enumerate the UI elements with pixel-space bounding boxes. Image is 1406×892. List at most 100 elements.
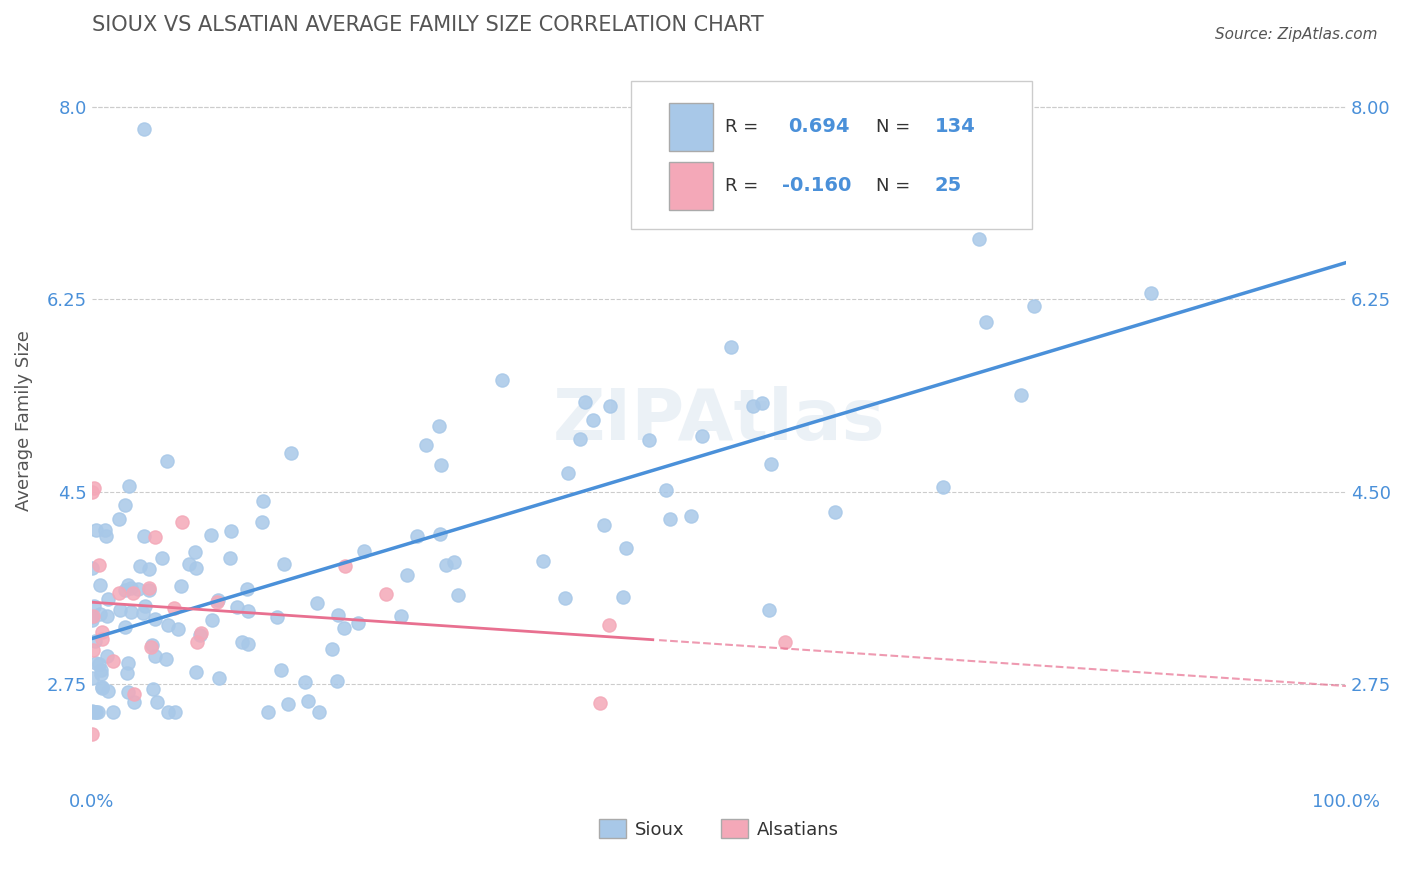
Point: [447, 588, 470, 602]
Point: [190, 626, 212, 640]
Point: [592, 517, 614, 532]
FancyBboxPatch shape: [631, 81, 1032, 228]
Point: [97, 591, 120, 606]
Point: [83, 634, 105, 648]
Bar: [669, 103, 713, 152]
Point: [143, 611, 166, 625]
Point: [84, 656, 107, 670]
Point: [637, 433, 659, 447]
Bar: [669, 162, 713, 211]
Point: [326, 673, 349, 688]
Point: [612, 591, 634, 605]
Point: [91, 681, 114, 695]
Point: [134, 599, 156, 613]
Point: [94, 523, 117, 537]
Point: [751, 396, 773, 410]
Point: [742, 399, 765, 413]
Point: [297, 694, 319, 708]
Point: [97, 683, 120, 698]
Point: [374, 587, 396, 601]
Point: [280, 446, 302, 460]
Point: [235, 582, 257, 596]
Point: [177, 557, 200, 571]
Text: Source: ZipAtlas.com: Source: ZipAtlas.com: [1215, 27, 1378, 42]
Point: [574, 394, 596, 409]
Point: [917, 185, 939, 199]
Point: [83, 599, 105, 614]
Point: [82, 642, 104, 657]
Point: [557, 466, 579, 480]
Point: [221, 524, 243, 539]
Point: [236, 603, 259, 617]
Text: R =: R =: [725, 177, 758, 195]
Point: [200, 527, 222, 541]
Point: [219, 550, 242, 565]
Point: [655, 483, 678, 497]
Point: [491, 373, 513, 387]
Point: [163, 600, 186, 615]
Point: [120, 581, 142, 595]
Point: [659, 512, 682, 526]
Text: ZIPAtlas: ZIPAtlas: [553, 385, 886, 455]
Point: [167, 622, 190, 636]
Point: [134, 529, 156, 543]
Point: [531, 554, 554, 568]
Point: [335, 558, 357, 573]
Point: [117, 578, 139, 592]
Point: [131, 606, 153, 620]
Point: [82, 484, 104, 499]
Point: [127, 582, 149, 597]
Text: -0.160: -0.160: [782, 177, 851, 195]
Point: [89, 558, 111, 573]
Point: [150, 551, 173, 566]
Point: [90, 624, 112, 639]
Point: [118, 479, 141, 493]
Point: [122, 687, 145, 701]
Point: [122, 694, 145, 708]
Point: [231, 635, 253, 649]
Point: [90, 663, 112, 677]
Point: [396, 567, 419, 582]
Point: [434, 558, 457, 572]
Point: [94, 529, 117, 543]
Point: [84, 705, 107, 719]
Point: [976, 314, 998, 328]
Point: [773, 634, 796, 648]
Point: [589, 696, 612, 710]
Point: [89, 657, 111, 671]
Point: [598, 618, 620, 632]
Point: [138, 582, 160, 597]
Y-axis label: Average Family Size: Average Family Size: [15, 330, 32, 510]
Point: [186, 635, 208, 649]
Point: [252, 493, 274, 508]
Point: [188, 627, 211, 641]
Point: [82, 608, 104, 623]
Point: [115, 666, 138, 681]
Point: [759, 457, 782, 471]
Text: 0.694: 0.694: [787, 118, 849, 136]
Point: [145, 649, 167, 664]
Point: [270, 663, 292, 677]
Text: R =: R =: [725, 118, 758, 136]
Point: [277, 697, 299, 711]
Point: [273, 557, 295, 571]
Point: [157, 705, 180, 719]
Point: [614, 541, 637, 555]
Point: [931, 480, 953, 494]
Point: [90, 667, 112, 681]
Point: [569, 432, 592, 446]
Point: [108, 512, 131, 526]
Point: [443, 555, 465, 569]
Point: [238, 637, 260, 651]
Point: [80, 726, 103, 740]
Point: [89, 607, 111, 621]
Point: [332, 621, 354, 635]
Point: [208, 672, 231, 686]
Point: [201, 613, 224, 627]
Point: [1010, 387, 1032, 401]
Point: [141, 640, 163, 654]
Point: [143, 530, 166, 544]
Point: [108, 586, 131, 600]
Point: [117, 656, 139, 670]
Point: [415, 437, 437, 451]
